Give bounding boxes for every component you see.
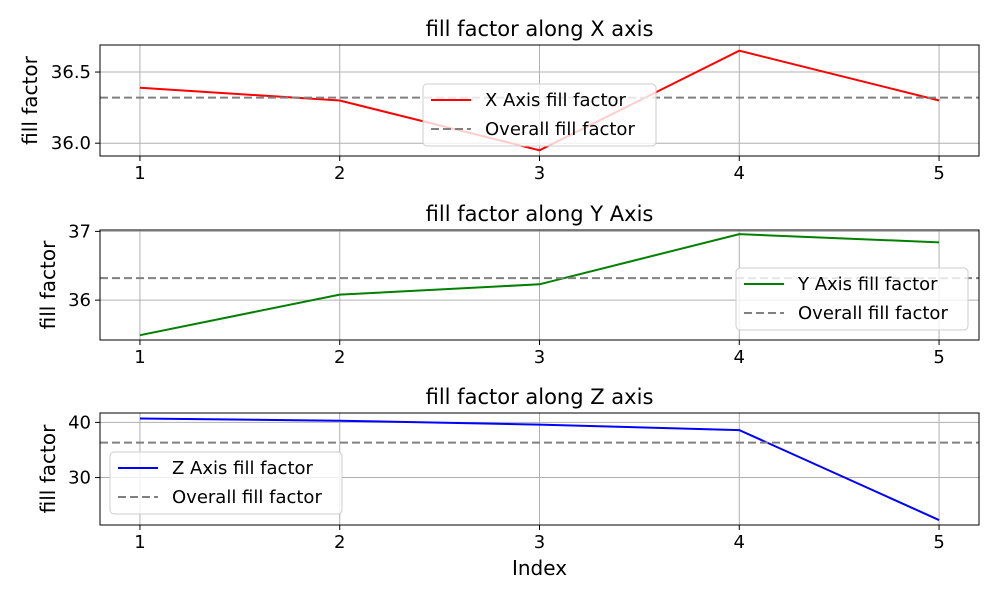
x-tick-label: 4 [734, 163, 745, 184]
legend-label: Overall fill factor [172, 487, 322, 508]
legend-label: Z Axis fill factor [172, 458, 314, 479]
legend: Y Axis fill factor Overall fill factor [735, 267, 969, 331]
x-tick-label: 5 [933, 163, 944, 184]
series-line-1 [139, 49, 940, 152]
y-tick-label: 36.5 [51, 62, 91, 83]
chart-panel-3: 1 2 3 4 5 30 40 fill factor along Z axis fill fa… [36, 385, 980, 580]
x-tick-label: 5 [933, 347, 944, 368]
y-tick-label: 40 [68, 412, 91, 433]
chart-title: fill factor along Y Axis [426, 202, 654, 226]
x-tick-label: 5 [933, 532, 944, 553]
x-tick-label: 2 [334, 163, 345, 184]
legend-box [735, 267, 969, 331]
x-tick-label: 1 [134, 532, 145, 553]
legend-box [422, 83, 657, 147]
series-line-3 [139, 417, 940, 521]
legend-label: Y Axis fill factor [797, 274, 938, 295]
y-tick-label: 30 [68, 468, 91, 489]
x-tick-label: 4 [734, 532, 745, 553]
x-tick-label: 1 [134, 163, 145, 184]
y-tick-label: 36 [68, 290, 91, 311]
x-axis-label: Index [512, 556, 567, 580]
legend-label: X Axis fill factor [485, 90, 627, 111]
x-tick-label: 4 [734, 347, 745, 368]
legend-label: Overall fill factor [798, 303, 948, 324]
x-tick-label: 1 [134, 347, 145, 368]
x-tick-label: 3 [534, 347, 545, 368]
chart-panel-1: 1 2 3 4 5 36.0 36.5 fill factor along X axis fil… [18, 17, 980, 184]
chart-title: fill factor along Z axis [426, 385, 654, 409]
legend: Z Axis fill factor Overall fill factor [109, 451, 343, 515]
series-line-2 [139, 233, 940, 337]
x-tick-label: 2 [334, 532, 345, 553]
legend-box [109, 451, 343, 515]
y-axis-label: fill factor [36, 424, 60, 513]
legend: X Axis fill factor Overall fill factor [422, 83, 657, 147]
chart-title: fill factor along X axis [426, 17, 654, 41]
y-tick-label: 37 [68, 221, 91, 242]
x-tick-label: 3 [534, 163, 545, 184]
y-tick-label: 36.0 [51, 133, 91, 154]
y-axis-label: fill factor [18, 55, 42, 144]
y-axis-label: fill factor [36, 240, 60, 329]
legend-label: Overall fill factor [485, 119, 635, 140]
chart-panel-2: 1 2 3 4 5 36 37 fill factor along Y Axis fill fa… [36, 202, 980, 368]
x-tick-label: 3 [534, 532, 545, 553]
x-tick-label: 2 [334, 347, 345, 368]
